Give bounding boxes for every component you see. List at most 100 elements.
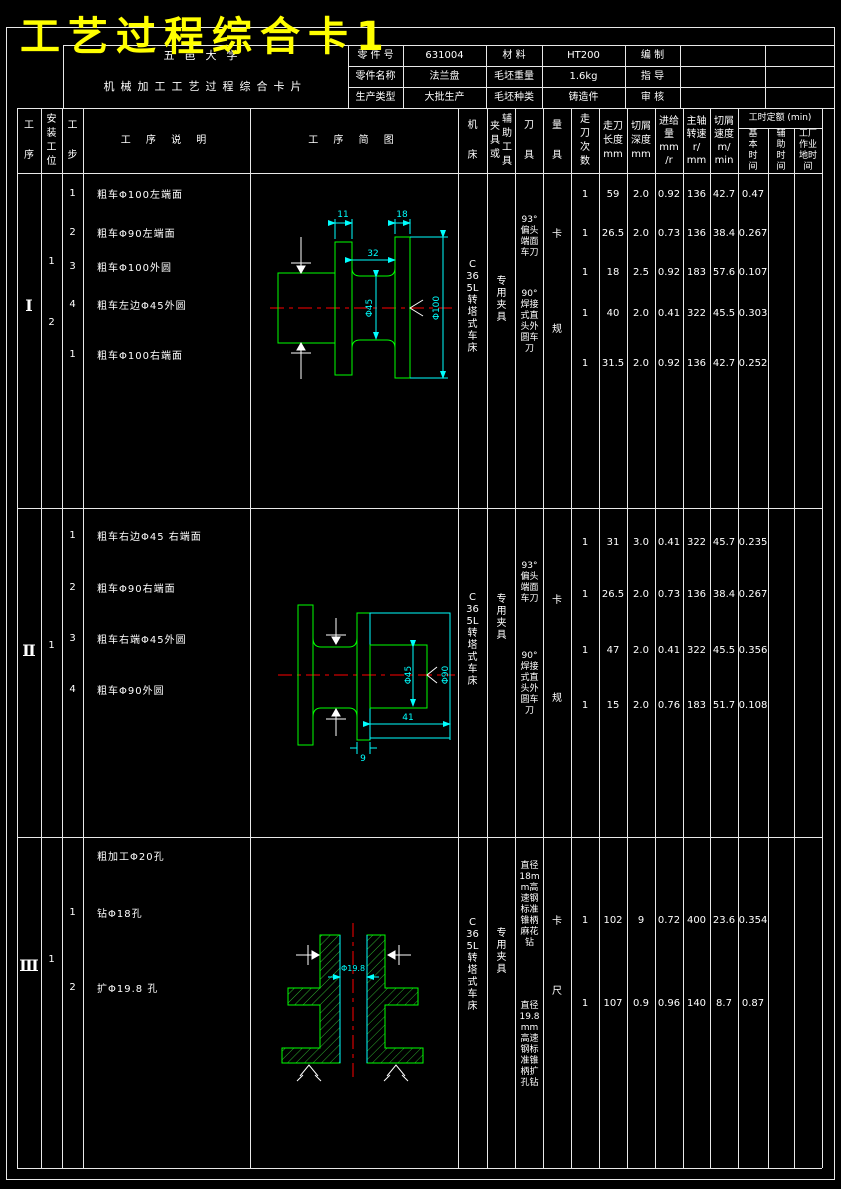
step-row: 2 扩Φ19.8 孔 [69, 981, 159, 995]
data-row: 1 26.5 2.0 0.73 136 38.4 0.267 [581, 227, 768, 239]
col-aux-time: 辅 助 时 间 [776, 128, 786, 172]
advisor-label: 指 导 [640, 70, 665, 82]
col-time-quota: 工时定额 (min) [748, 113, 812, 123]
col-gauge: 量 具 [552, 119, 562, 161]
fixture-name: 专用夹具 [496, 276, 507, 323]
machine-name: C365L转塔式车床 [466, 259, 479, 354]
process-3-setup-1: 1 [48, 954, 55, 965]
material-label: 材 料 [502, 49, 526, 61]
step-row: 3 粗车Φ100外圆 [69, 260, 172, 274]
gauge-name: 尺 [552, 986, 562, 997]
col-step: 工 步 [67, 119, 78, 161]
fixture-name: 专用夹具 [496, 594, 507, 641]
svg-text:Φ100: Φ100 [432, 296, 442, 321]
advisor-value [680, 66, 765, 87]
tool-name: 93°偏头端面车刀 [520, 215, 539, 258]
svg-text:18: 18 [396, 210, 408, 220]
svg-text:Φ45: Φ45 [404, 666, 414, 685]
part-no-value: 631004 [425, 49, 464, 61]
tool-name: 93°偏头端面车刀 [520, 561, 539, 604]
data-row: 1 15 2.0 0.76 183 51.7 0.108 [581, 699, 768, 711]
col-basic-time: 基 本 时 间 [748, 128, 758, 172]
gauge-name: 卡 [552, 595, 562, 606]
machine-name: C365L转塔式车床 [466, 917, 479, 1012]
col-process: 工 序 [24, 119, 34, 161]
process-1-setup-1: 1 [48, 256, 55, 267]
gauge-name: 卡 [552, 229, 562, 240]
clamp-symbol [326, 618, 346, 736]
data-row: 1 107 0.9 0.96 140 8.7 0.87 [581, 997, 765, 1009]
step-row: 粗加工Φ20孔 [97, 851, 165, 863]
data-row: 1 18 2.5 0.92 183 57.6 0.107 [581, 266, 768, 278]
col-feed: 进给 量 mm /r [659, 115, 679, 166]
tool-name: 90°焊接式直头外圆车刀 [520, 289, 539, 354]
col-fixture-left: 夹 具 或 [490, 121, 500, 160]
card-name: 机械加工工艺过程综合卡片 [103, 80, 308, 93]
gauge-name: 规 [552, 324, 562, 335]
school-name: 五邑大学 [163, 48, 248, 62]
section-hatch-right [366, 934, 424, 1064]
page-border [6, 27, 835, 1180]
part-name-value: 法兰盘 [429, 70, 460, 82]
col-service-time: 工厂 作业 地时 间 [798, 128, 817, 172]
auditor-label: 审 核 [640, 91, 665, 103]
col-description: 工 序 说 明 [120, 134, 213, 146]
step-row: 1 钻Φ18孔 [69, 906, 143, 920]
clamp-symbol [291, 237, 311, 379]
auditor-value [680, 87, 765, 108]
dimensions [328, 219, 448, 379]
process-3-sketch: Φ19.8 [281, 923, 424, 1082]
svg-text:9: 9 [360, 754, 366, 764]
blank-type-label: 毛坯种类 [494, 91, 534, 103]
dimensions [350, 640, 451, 754]
process-3-number: Ⅲ [19, 956, 39, 975]
gauge-name: 规 [552, 693, 562, 704]
step-row: 2 粗车Φ90右端面 [69, 581, 176, 595]
part-name-label: 零件名称 [355, 70, 396, 82]
data-row: 1 31 3.0 0.41 322 45.7 0.235 [581, 536, 768, 548]
col-setup: 安 装 工 位 [46, 113, 57, 167]
process-1-sketch: 11 18 32 Φ45 Φ100 [270, 210, 452, 379]
compiler-value [680, 45, 765, 66]
process-1-number: Ⅰ [25, 296, 33, 315]
gauge-name: 卡 [552, 916, 562, 927]
data-row: 1 26.5 2.0 0.73 136 38.4 0.267 [581, 588, 768, 600]
machine-name: C365L转塔式车床 [466, 592, 479, 687]
step-row: 1 粗车右边Φ45 右端面 [69, 529, 202, 543]
data-row: 1 47 2.0 0.41 322 45.5 0.356 [581, 644, 768, 656]
part-no-label: 零 件 号 [357, 49, 394, 61]
material-value: HT200 [567, 49, 600, 61]
svg-text:41: 41 [402, 713, 413, 723]
production-type-label: 生产类型 [355, 91, 396, 103]
svg-text:11: 11 [337, 210, 348, 220]
blank-weight-label: 毛坯重量 [494, 70, 534, 82]
col-cut-speed: 切屑 速度 m/ min [714, 115, 734, 166]
center-support-symbol [409, 299, 424, 317]
step-row: 3 粗车右端Φ45外圆 [69, 632, 187, 646]
compiler-label: 编 制 [640, 49, 665, 61]
col-length: 走刀 长度 mm [603, 120, 623, 160]
step-row: 1 粗车Φ100右端面 [69, 348, 183, 362]
v-block-support [296, 1064, 409, 1082]
page-title: 工艺过程综合卡1 [20, 14, 392, 60]
svg-text:Φ90: Φ90 [441, 665, 451, 684]
col-machine: 机 床 [467, 119, 478, 161]
step-row: 4 粗车Φ90外圆 [69, 683, 165, 697]
fixture-name: 专用夹具 [496, 928, 507, 975]
tool-name: 直径18mm高速钢标准锥柄麻花钻 [519, 861, 540, 948]
step-row: 4 粗车左边Φ45外圆 [69, 298, 187, 312]
center-support-symbol [426, 666, 438, 684]
section-hatch-left [281, 934, 341, 1064]
production-type-value: 大批生产 [424, 91, 465, 103]
clamp-symbol [296, 945, 411, 965]
process-2-number: Ⅱ [22, 641, 36, 660]
svg-text:32: 32 [367, 249, 378, 259]
svg-text:Φ19.8: Φ19.8 [341, 964, 365, 973]
process-2-setup-1: 1 [48, 640, 55, 651]
col-tool: 刀 具 [524, 119, 534, 161]
process-2-sketch: Φ45 Φ90 41 9 [278, 604, 455, 764]
col-fixture-right: 辅 助 工 具 [502, 114, 512, 167]
tool-name: 90°焊接式直头外圆车刀 [520, 651, 539, 716]
blank-weight-value: 1.6kg [569, 70, 598, 82]
